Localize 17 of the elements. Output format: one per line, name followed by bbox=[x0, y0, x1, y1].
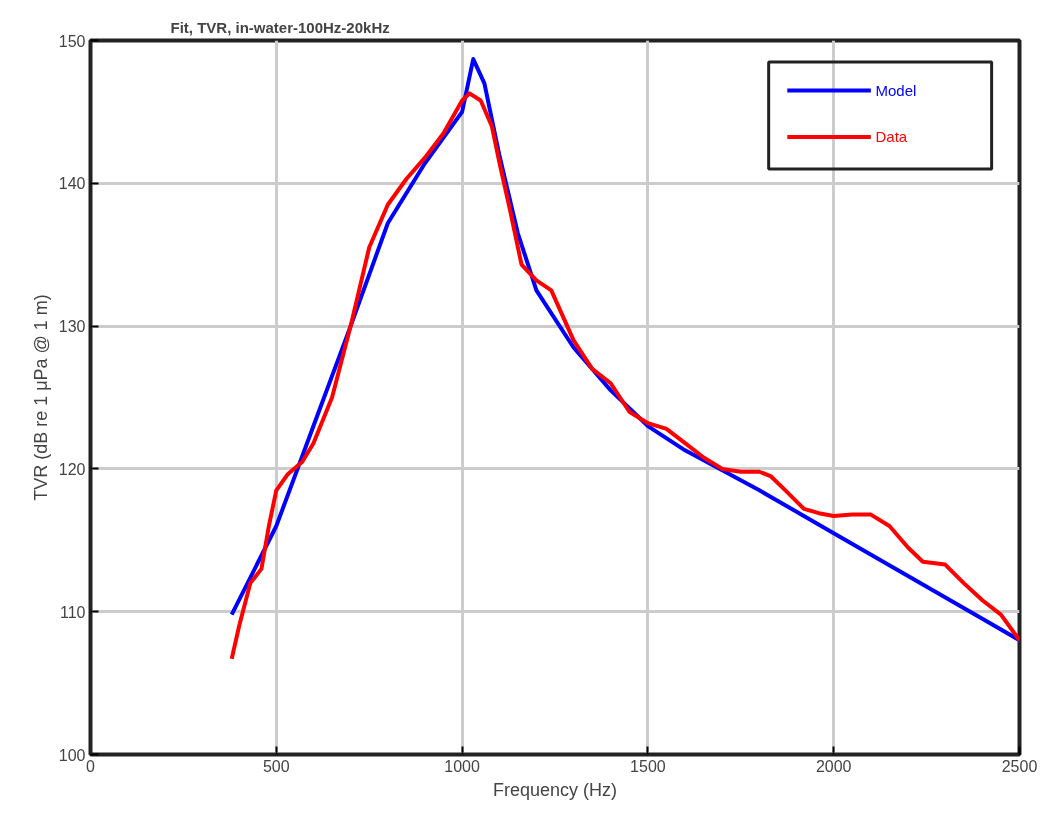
text: Data bbox=[875, 128, 908, 146]
x-axis-title: Frequency (Hz) bbox=[492, 779, 618, 800]
y-axis-title: TVR (dB re 1 μPa @ 1 m) bbox=[30, 294, 51, 501]
y-tick-label: 150 bbox=[58, 32, 86, 50]
y-tick-label: 100 bbox=[58, 746, 86, 764]
y-tick-label: 110 bbox=[59, 603, 86, 621]
x-tick-label: 500 bbox=[262, 757, 290, 775]
x-tick-label: 0 bbox=[86, 757, 96, 775]
x-tick-label: 1000 bbox=[444, 757, 480, 775]
y-tick-label: 140 bbox=[58, 175, 86, 193]
y-tick-label: 120 bbox=[58, 460, 86, 478]
y-tick-label: 130 bbox=[58, 318, 86, 336]
x-tick-label: 1500 bbox=[630, 757, 666, 775]
x-tick-label: 2500 bbox=[1001, 757, 1038, 775]
chart-title: Fit, TVR, in-water-100Hz-20kHz bbox=[170, 18, 390, 36]
x-tick-label: 2000 bbox=[815, 757, 852, 775]
text: Model bbox=[875, 81, 917, 99]
